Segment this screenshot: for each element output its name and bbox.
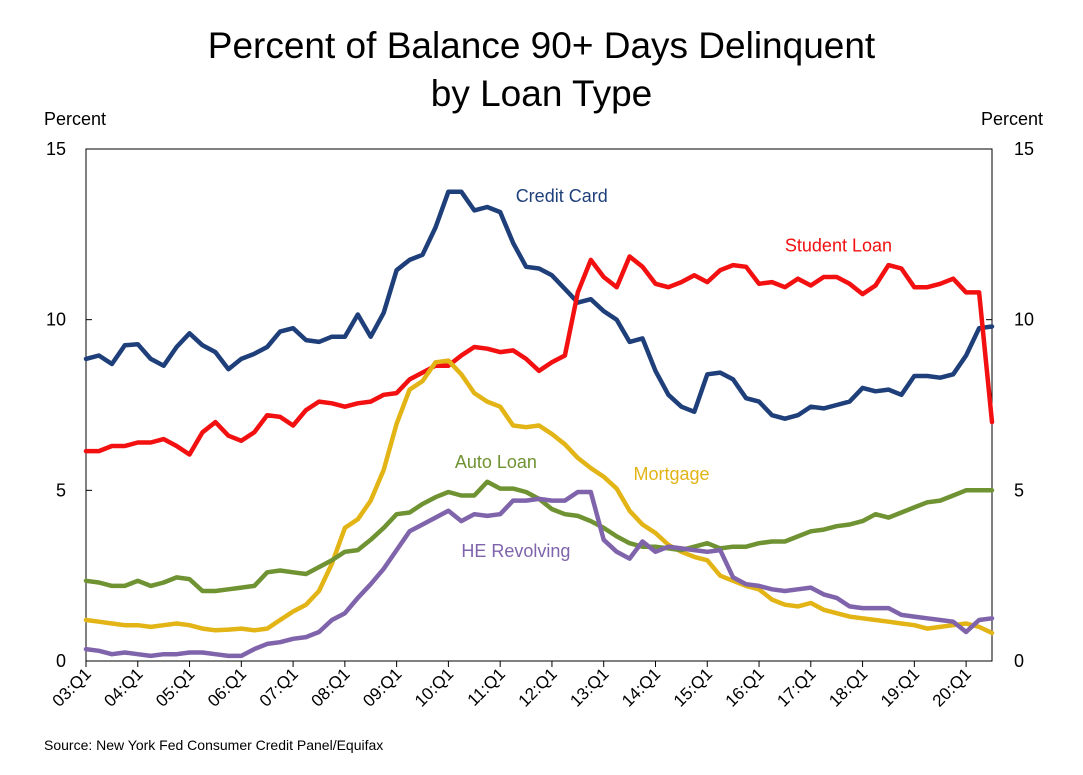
x-tick-label: 11:Q1 bbox=[464, 664, 509, 709]
y-tick-label-right: 15 bbox=[1014, 139, 1034, 159]
x-tick-label: 08:Q1 bbox=[308, 664, 354, 710]
y-tick-label-right: 0 bbox=[1014, 651, 1024, 671]
chart-title-line2: by Loan Type bbox=[430, 73, 653, 114]
x-tick-label: 17:Q1 bbox=[773, 664, 819, 710]
series-line-credit-card bbox=[83, 189, 995, 421]
x-tick-label: 16:Q1 bbox=[722, 664, 768, 710]
series-line-student-loan bbox=[83, 254, 995, 457]
y-tick-label-left: 0 bbox=[56, 651, 66, 671]
x-tick-label: 10:Q1 bbox=[411, 664, 457, 710]
x-tick-label: 15:Q1 bbox=[670, 664, 716, 710]
series-label-student-loan: Student Loan bbox=[785, 235, 892, 255]
chart-title-line1: Percent of Balance 90+ Days Delinquent bbox=[207, 25, 876, 66]
left-axis-unit-label: Percent bbox=[44, 109, 106, 129]
x-tick-label: 06:Q1 bbox=[204, 664, 250, 710]
x-tick-label: 05:Q1 bbox=[152, 664, 198, 710]
x-tick-label: 12:Q1 bbox=[515, 664, 561, 710]
x-tick-label: 14:Q1 bbox=[618, 664, 664, 710]
series-line-he-revolving bbox=[83, 489, 995, 659]
x-tick-label: 19:Q1 bbox=[877, 664, 923, 710]
x-tick-label: 13:Q1 bbox=[566, 664, 612, 710]
y-tick-label-left: 15 bbox=[46, 139, 66, 159]
source-note: Source: New York Fed Consumer Credit Pan… bbox=[44, 737, 384, 753]
x-tick-label: 20:Q1 bbox=[929, 664, 975, 710]
x-tick-label: 03:Q1 bbox=[49, 664, 95, 710]
series-labels: Credit Card Student Loan Mortgage Auto Loan… bbox=[455, 186, 892, 561]
x-tick-label: 09:Q1 bbox=[359, 664, 405, 710]
y-tick-label-right: 5 bbox=[1014, 480, 1024, 500]
y-tick-label-left: 10 bbox=[46, 310, 66, 330]
right-axis-unit-label: Percent bbox=[981, 109, 1043, 129]
y-tick-label-left: 5 bbox=[56, 480, 66, 500]
series-label-auto-loan: Auto Loan bbox=[455, 452, 537, 472]
x-tick-label: 07:Q1 bbox=[256, 664, 302, 710]
series-label-mortgage: Mortgage bbox=[633, 464, 709, 484]
plot-frame bbox=[85, 148, 993, 662]
x-tick-label: 04:Q1 bbox=[100, 664, 146, 710]
series-label-he-revolving: HE Revolving bbox=[461, 541, 570, 561]
series-line-mortgage bbox=[83, 358, 995, 636]
y-tick-label-right: 10 bbox=[1014, 310, 1034, 330]
series-layer bbox=[83, 189, 995, 659]
series-label-credit-card: Credit Card bbox=[516, 186, 608, 206]
x-tick-label: 18:Q1 bbox=[825, 664, 871, 710]
chart-title: Percent of Balance 90+ Days Delinquent b… bbox=[0, 22, 1083, 118]
